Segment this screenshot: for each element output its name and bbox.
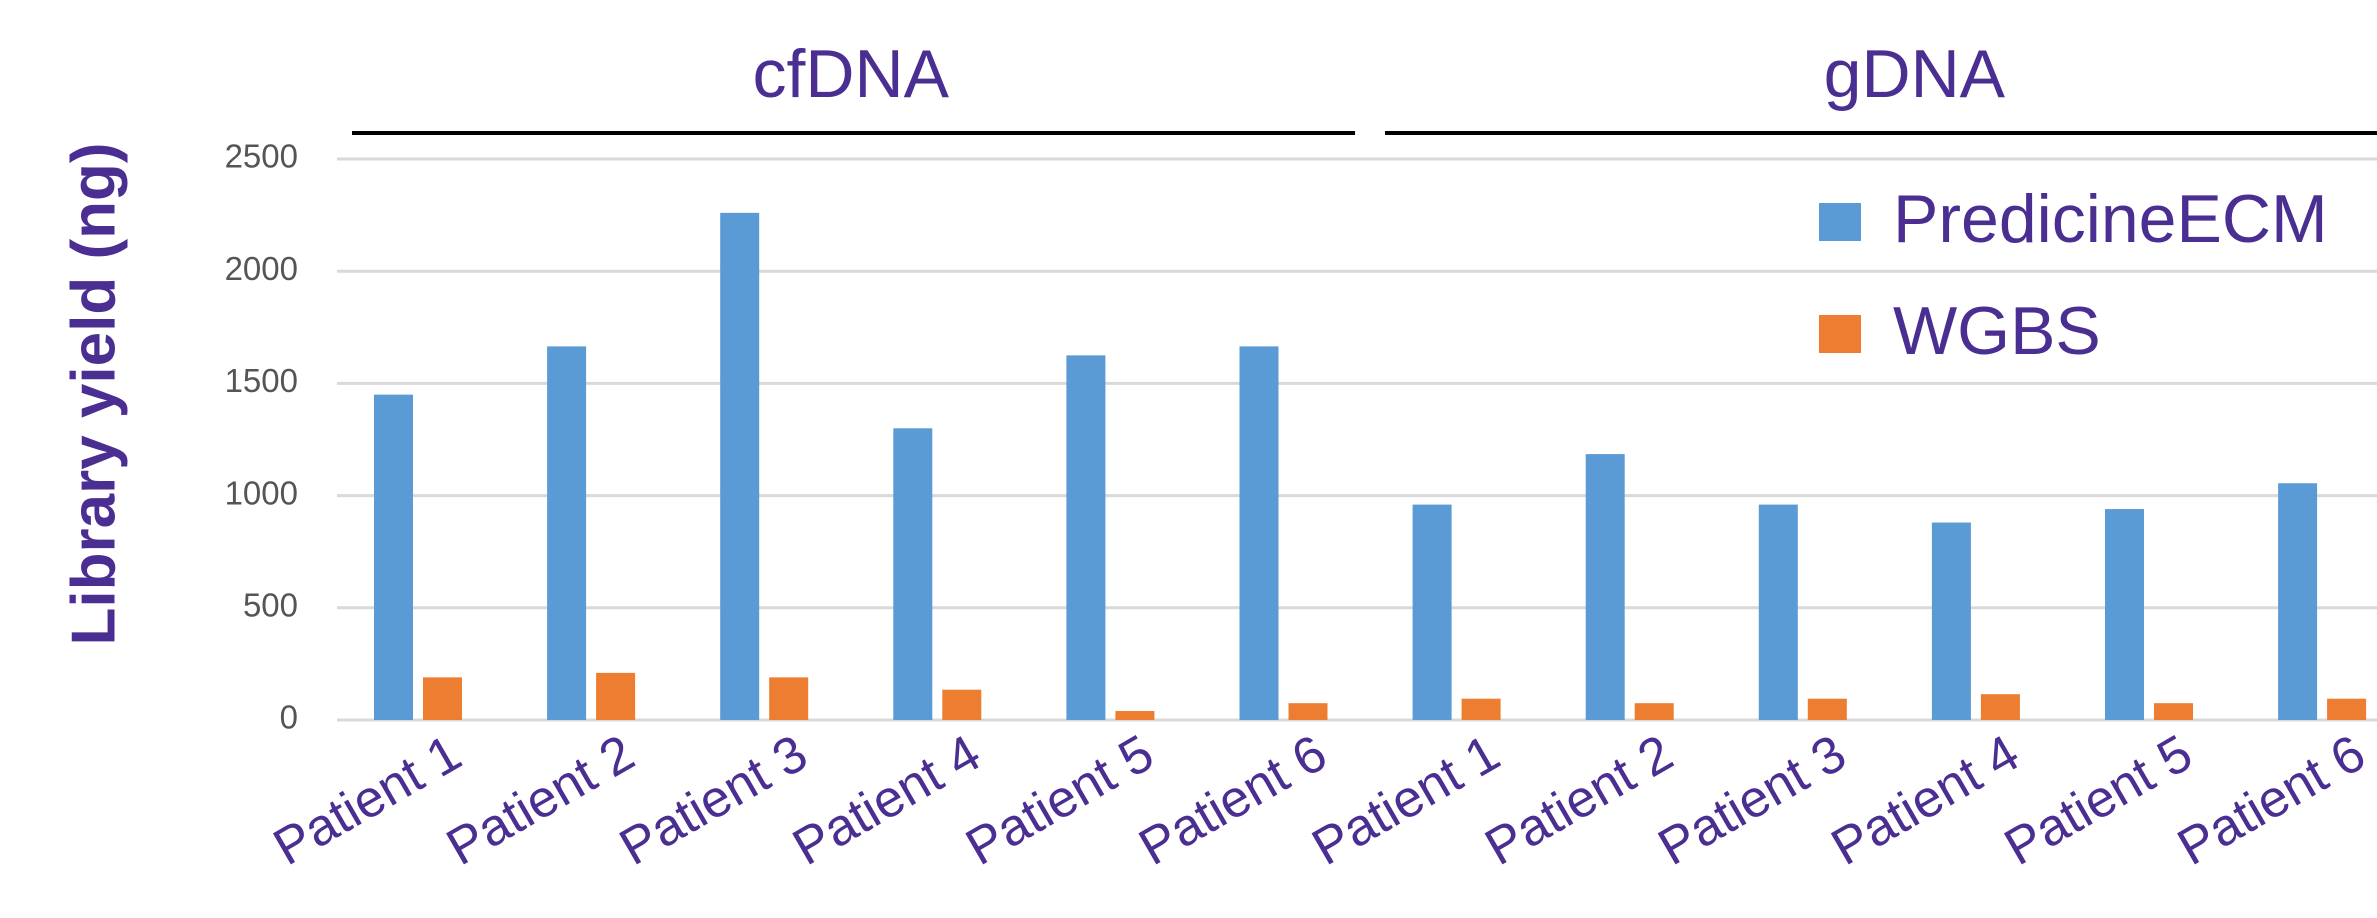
bar bbox=[1634, 703, 1674, 720]
group-label: cfDNA bbox=[753, 36, 950, 112]
bar bbox=[2327, 698, 2367, 720]
x-tick-label: Patient 4 bbox=[1822, 724, 2029, 877]
bar bbox=[1239, 346, 1279, 720]
y-axis-label: Library yield (ng) bbox=[59, 143, 128, 646]
x-tick-label: Patient 5 bbox=[1995, 724, 2202, 877]
bar bbox=[1461, 698, 1501, 720]
legend-label: PredicineECM bbox=[1893, 181, 2328, 257]
bar bbox=[893, 428, 933, 720]
bar bbox=[1980, 694, 2020, 720]
bar bbox=[2278, 483, 2318, 720]
legend-swatch bbox=[1819, 203, 1861, 241]
x-tick-label: Patient 2 bbox=[437, 724, 644, 877]
bar bbox=[1807, 698, 1847, 720]
group-label: gDNA bbox=[1824, 36, 2006, 112]
bar bbox=[2105, 509, 2144, 720]
legend-label: WGBS bbox=[1893, 293, 2101, 369]
bar bbox=[596, 672, 636, 720]
y-tick-label: 2000 bbox=[225, 250, 298, 287]
bar bbox=[1931, 522, 1971, 720]
x-tick-label: Patient 6 bbox=[1130, 724, 1337, 877]
legend-swatch bbox=[1819, 315, 1861, 353]
bar bbox=[1412, 504, 1452, 720]
bar bbox=[423, 677, 462, 720]
x-tick-label: Patient 6 bbox=[2168, 724, 2375, 877]
bar bbox=[942, 689, 982, 720]
bar bbox=[547, 346, 587, 720]
y-tick-label: 500 bbox=[243, 587, 298, 624]
bar bbox=[769, 677, 809, 720]
bar bbox=[1288, 703, 1328, 720]
bar bbox=[1585, 454, 1625, 720]
bar bbox=[2154, 703, 2193, 720]
y-tick-label: 0 bbox=[280, 699, 298, 736]
bar bbox=[1115, 711, 1155, 720]
y-tick-label: 1500 bbox=[225, 362, 298, 399]
x-tick-label: Patient 3 bbox=[610, 724, 817, 877]
bar bbox=[1758, 504, 1798, 720]
bar bbox=[374, 394, 413, 720]
bar bbox=[720, 212, 760, 720]
x-tick-label: Patient 1 bbox=[264, 724, 471, 877]
x-tick-label: Patient 2 bbox=[1476, 724, 1683, 877]
x-tick-label: Patient 3 bbox=[1649, 724, 1856, 877]
y-tick-label: 1000 bbox=[225, 474, 298, 511]
x-tick-label: Patient 4 bbox=[783, 724, 990, 877]
x-tick-label: Patient 1 bbox=[1303, 724, 1510, 877]
x-tick-label: Patient 5 bbox=[957, 724, 1164, 877]
y-tick-label: 2500 bbox=[225, 138, 298, 175]
bar bbox=[1066, 355, 1106, 720]
